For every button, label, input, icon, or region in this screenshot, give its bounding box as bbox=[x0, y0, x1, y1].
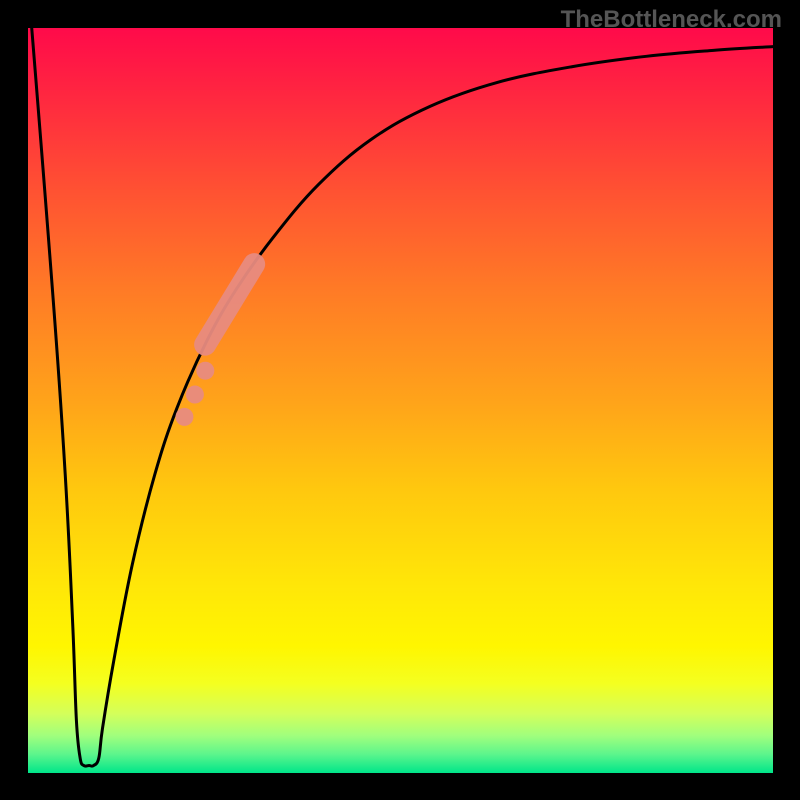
marker-capsule bbox=[205, 264, 254, 344]
bottleneck-curve bbox=[32, 28, 773, 766]
marker-dot bbox=[175, 408, 193, 426]
chart-frame: TheBottleneck.com bbox=[0, 0, 800, 800]
marker-dot bbox=[196, 362, 214, 380]
watermark-text: TheBottleneck.com bbox=[561, 6, 782, 34]
curve-layer bbox=[28, 28, 773, 773]
marker-dot bbox=[186, 386, 204, 404]
plot-area bbox=[28, 28, 773, 773]
